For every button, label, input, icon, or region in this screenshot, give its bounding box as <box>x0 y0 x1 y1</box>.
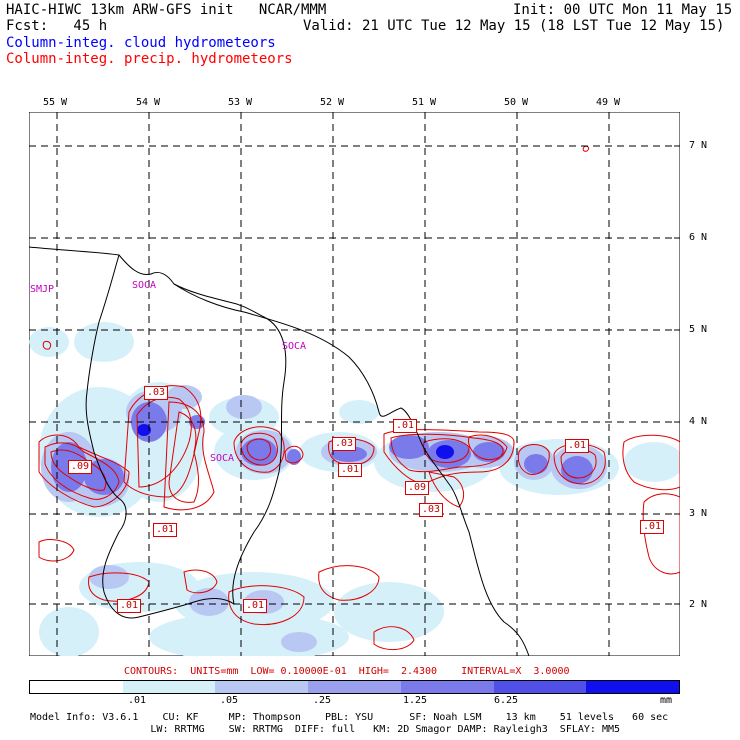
lat-label: 6 N <box>689 232 708 243</box>
lat-label: 2 N <box>689 599 708 610</box>
lon-label: 52 W <box>319 97 345 108</box>
colorbar-tick: .01 <box>127 695 147 706</box>
contour-label: .01 <box>565 439 590 453</box>
contour-label: .09 <box>405 481 430 495</box>
contour-label: .03 <box>144 386 169 400</box>
valid-time: Valid: 21 UTC Tue 12 May 15 (18 LST Tue … <box>303 18 725 34</box>
lat-label: 3 N <box>689 508 708 519</box>
model-info-line2: LW: RRTMG SW: RRTMG DIFF: full KM: 2D Sm… <box>30 724 621 735</box>
colorbar-bin <box>30 681 123 693</box>
plot-title: HAIC-HIWC 13km ARW-GFS init NCAR/MMM <box>6 2 327 18</box>
contour-label: .01 <box>640 520 665 534</box>
colorbar-units: mm <box>659 695 673 706</box>
lat-label: 4 N <box>689 416 708 427</box>
lon-label: 49 W <box>595 97 621 108</box>
contour-label: .03 <box>419 503 444 517</box>
colorbar-tick: 6.25 <box>493 695 519 706</box>
contour-label: .01 <box>117 599 142 613</box>
precip-contours <box>38 145 680 650</box>
contour-label: .01 <box>243 599 268 613</box>
model-info-line1: Model Info: V3.6.1 CU: KF MP: Thompson P… <box>30 712 669 723</box>
colorbar-bin <box>493 681 587 693</box>
station-label: SOCA <box>132 280 157 291</box>
lon-label: 55 W <box>42 97 68 108</box>
colorbar <box>29 680 680 694</box>
field-precip-label: Column-integ. precip. hydrometeors <box>6 51 293 67</box>
colorbar-bin <box>586 681 680 693</box>
lat-label: 7 N <box>689 140 708 151</box>
lon-label: 50 W <box>503 97 529 108</box>
contour-label: .03 <box>332 437 357 451</box>
contour-info: CONTOURS: UNITS=mm LOW= 0.10000E-01 HIGH… <box>124 666 570 677</box>
station-label: SOCA <box>282 341 307 352</box>
axis-ticks <box>674 145 680 605</box>
colorbar-bin <box>308 681 401 693</box>
colorbar-tick: 1.25 <box>402 695 428 706</box>
map-canvas <box>29 112 680 656</box>
lon-label: 54 W <box>135 97 161 108</box>
contour-label: .01 <box>153 523 178 537</box>
colorbar-bin <box>215 681 309 693</box>
station-label: SMJP <box>30 284 55 295</box>
colorbar-bin <box>122 681 216 693</box>
forecast-hour: Fcst: 45 h <box>6 18 108 34</box>
lon-label: 53 W <box>227 97 253 108</box>
lon-label: 51 W <box>411 97 437 108</box>
colorbar-tick: .25 <box>312 695 332 706</box>
lat-label: 5 N <box>689 324 708 335</box>
field-cloud-label: Column-integ. cloud hydrometeors <box>6 35 276 51</box>
station-label: SOCA <box>210 453 235 464</box>
contour-label: .09 <box>68 460 93 474</box>
colorbar-bin <box>400 681 494 693</box>
init-time: Init: 00 UTC Mon 11 May 15 <box>513 2 733 18</box>
cloud-shading-max <box>137 424 454 459</box>
contour-label: .01 <box>393 419 418 433</box>
contour-label: .01 <box>338 463 363 477</box>
colorbar-tick: .05 <box>219 695 239 706</box>
coastline <box>29 246 530 656</box>
